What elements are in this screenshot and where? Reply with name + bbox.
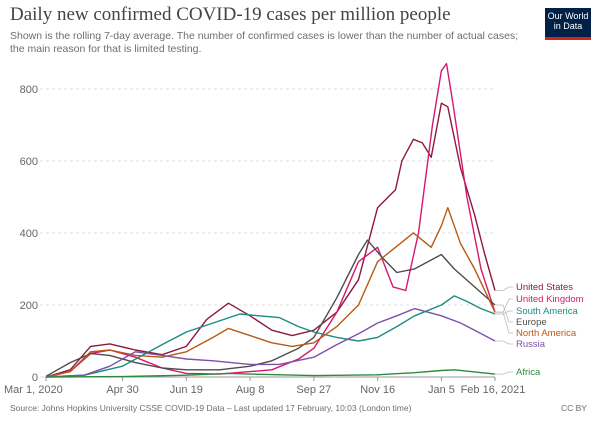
series-line-europe <box>45 239 496 377</box>
series-line-south-america <box>45 295 496 378</box>
label-connector <box>495 286 513 291</box>
x-tick-label: Sep 27 <box>296 384 331 396</box>
x-tick-label: Feb 16, 2021 <box>461 384 526 396</box>
label-connector <box>495 304 513 323</box>
y-tick-label: 600 <box>20 156 38 168</box>
series-label-africa: Africa <box>516 367 541 378</box>
series-label-south-america: South America <box>516 306 578 317</box>
x-tick-label: Mar 1, 2020 <box>4 384 63 396</box>
chart-subtitle: Shown is the rolling 7-day average. The … <box>10 30 519 55</box>
y-tick-label: 0 <box>32 372 38 384</box>
source-note: Source: Johns Hopkins University CSSE CO… <box>10 403 412 413</box>
series-line-russia <box>45 307 496 378</box>
label-connector <box>495 340 513 345</box>
series-label-russia: Russia <box>516 339 546 350</box>
series-label-united-states: United States <box>516 282 573 293</box>
y-tick-label: 800 <box>20 84 38 96</box>
series-line-united-states <box>45 102 496 378</box>
label-connector <box>495 298 513 313</box>
y-tick-label: 200 <box>20 300 38 312</box>
x-tick-label: Aug 8 <box>236 384 265 396</box>
series-line-africa <box>45 369 496 378</box>
series-label-north-america: North America <box>516 328 577 339</box>
logo-line-2: in Data <box>553 21 583 31</box>
x-tick-label: Jan 5 <box>428 384 455 396</box>
x-tick-label: Nov 16 <box>360 384 395 396</box>
series-label-united-kingdom: United Kingdom <box>516 294 584 305</box>
logo-line-1: Our World <box>547 11 589 21</box>
series-line-united-kingdom <box>45 62 496 378</box>
x-tick-label: Jun 19 <box>170 384 203 396</box>
y-tick-label: 400 <box>20 228 38 240</box>
label-connector <box>495 371 513 375</box>
label-connector <box>495 311 513 334</box>
owid-logo[interactable]: Our World in Data <box>545 8 591 40</box>
license-label[interactable]: CC BY <box>561 403 587 413</box>
series-label-europe: Europe <box>516 317 547 328</box>
x-tick-label: Apr 30 <box>106 384 138 396</box>
chart-title: Daily new confirmed COVID-19 cases per m… <box>10 4 451 25</box>
